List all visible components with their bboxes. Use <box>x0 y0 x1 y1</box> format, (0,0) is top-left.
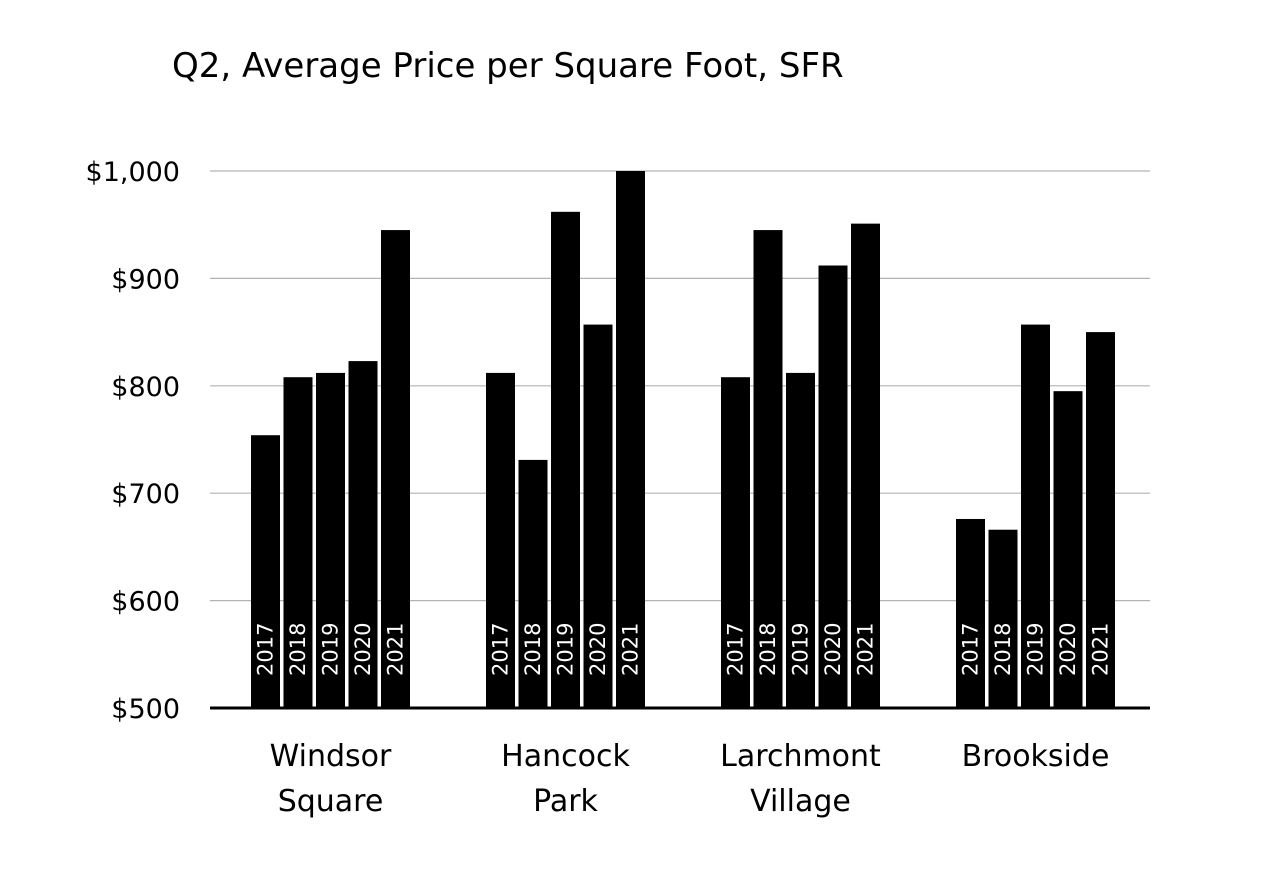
x-category-label: Brookside <box>962 739 1110 774</box>
bar-hancock-park-2021 <box>616 171 645 708</box>
x-category-label: Square <box>278 784 384 819</box>
bar-hancock-park-2018 <box>518 459 548 708</box>
bar-larchmont-village-2020 <box>818 265 848 708</box>
x-category-label: Park <box>533 784 598 819</box>
bar-brookside-2018 <box>988 529 1018 708</box>
bar-label-2019: 2019 <box>554 623 578 676</box>
bar-hancock-park-2020 <box>583 324 613 708</box>
bar-label-2019: 2019 <box>1024 623 1048 676</box>
bars <box>251 171 1115 708</box>
bar-larchmont-village-2019 <box>786 372 815 708</box>
bar-label-2020: 2020 <box>351 623 375 676</box>
bar-windsor-square-2017 <box>251 435 280 708</box>
bar-label-2018: 2018 <box>756 623 780 676</box>
bar-hancock-park-2019 <box>551 211 580 708</box>
bar-label-2018: 2018 <box>991 623 1015 676</box>
y-axis-tick-labels: $500 $600 $700 $800 $900 $1,000 <box>86 157 180 725</box>
bar-label-2018: 2018 <box>521 623 545 676</box>
bar-brookside-2019 <box>1021 324 1050 708</box>
bar-larchmont-village-2017 <box>721 377 750 708</box>
bar-windsor-square-2020 <box>348 361 378 708</box>
y-tick-label-700: $700 <box>111 479 180 510</box>
y-tick-label-800: $800 <box>111 372 180 403</box>
x-category-label: Hancock <box>501 739 630 774</box>
bar-label-2021: 2021 <box>854 623 878 676</box>
chart-title: Q2, Average Price per Square Foot, SFR <box>172 46 844 86</box>
y-tick-label-600: $600 <box>111 587 180 618</box>
y-tick-label-500: $500 <box>111 694 180 725</box>
x-category-label: Village <box>750 784 851 819</box>
bar-label-2020: 2020 <box>586 623 610 676</box>
bar-brookside-2020 <box>1053 391 1083 708</box>
bar-windsor-square-2021 <box>381 230 410 708</box>
y-tick-label-900: $900 <box>111 264 180 295</box>
bar-larchmont-village-2018 <box>753 230 783 708</box>
bar-label-2021: 2021 <box>384 623 408 676</box>
bar-hancock-park-2017 <box>486 372 515 708</box>
bar-label-2020: 2020 <box>1056 623 1080 676</box>
bar-label-2021: 2021 <box>619 623 643 676</box>
y-tick-label-1000: $1,000 <box>86 157 180 188</box>
bar-label-2021: 2021 <box>1089 623 1113 676</box>
bar-label-2017: 2017 <box>489 623 513 676</box>
bar-brookside-2017 <box>956 518 985 708</box>
bar-label-2017: 2017 <box>724 623 748 676</box>
bar-label-2018: 2018 <box>286 623 310 676</box>
bar-larchmont-village-2021 <box>851 223 880 708</box>
x-category-label: Larchmont <box>720 739 881 774</box>
bar-label-2019: 2019 <box>319 623 343 676</box>
bar-windsor-square-2019 <box>316 372 345 708</box>
x-axis-category-labels: Windsor Square Hancock Park Larchmont Village… <box>270 739 1110 819</box>
bar-label-2019: 2019 <box>789 623 813 676</box>
bar-label-2017: 2017 <box>959 623 983 676</box>
bar-brookside-2021 <box>1086 332 1115 708</box>
bar-labels: 2017 2018 2019 2020 2021 2017 2018 2019 2020 2021… <box>254 623 1113 676</box>
bar-label-2017: 2017 <box>254 623 278 676</box>
bar-windsor-square-2018 <box>283 377 313 708</box>
bar-label-2020: 2020 <box>821 623 845 676</box>
x-category-label: Windsor <box>270 739 392 774</box>
